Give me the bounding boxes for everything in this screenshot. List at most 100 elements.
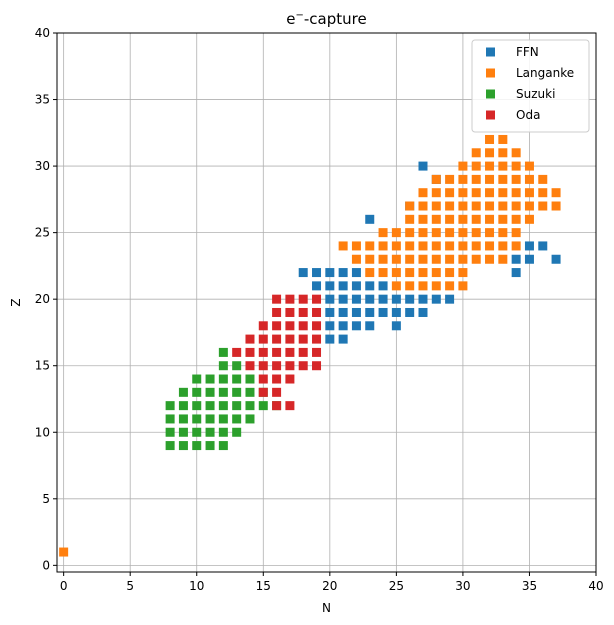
data-point — [418, 228, 428, 238]
data-point — [325, 307, 335, 317]
data-point — [312, 334, 322, 344]
data-point — [351, 321, 361, 331]
data-point — [405, 241, 415, 251]
data-point — [272, 294, 282, 304]
data-point — [192, 401, 202, 411]
x-tick-label: 30 — [455, 579, 470, 593]
data-point — [551, 254, 561, 264]
data-point — [205, 401, 215, 411]
data-point — [511, 254, 521, 264]
data-point — [498, 241, 508, 251]
data-point — [405, 268, 415, 278]
title-superscript: − — [296, 10, 304, 21]
y-tick-label: 40 — [35, 26, 50, 40]
data-point — [312, 361, 322, 371]
data-point — [391, 307, 401, 317]
legend-label: FFN — [516, 45, 539, 59]
data-point — [205, 441, 215, 451]
data-point — [538, 241, 548, 251]
data-point — [298, 307, 308, 317]
data-point — [418, 241, 428, 251]
data-point — [498, 134, 508, 144]
data-point — [418, 294, 428, 304]
data-point — [498, 188, 508, 198]
data-point — [431, 214, 441, 224]
data-point — [258, 347, 268, 357]
data-point — [351, 254, 361, 264]
y-tick-label: 30 — [35, 159, 50, 173]
data-point — [391, 241, 401, 251]
data-point — [458, 161, 468, 171]
legend-marker — [486, 110, 495, 120]
legend-marker — [486, 89, 495, 99]
data-point — [232, 401, 242, 411]
data-point — [391, 294, 401, 304]
data-point — [511, 201, 521, 211]
data-point — [445, 188, 455, 198]
data-point — [485, 174, 495, 184]
legend-box — [471, 39, 590, 133]
data-point — [192, 387, 202, 397]
data-point — [405, 294, 415, 304]
y-axis-ticks: 0 5 10 15 20 25 30 35 40 — [35, 26, 57, 572]
data-point — [325, 294, 335, 304]
data-point — [538, 174, 548, 184]
y-tick-label: 35 — [35, 93, 50, 107]
data-point — [298, 361, 308, 371]
data-point — [538, 201, 548, 211]
x-tick-label: 5 — [126, 579, 134, 593]
data-point — [524, 214, 534, 224]
data-point — [351, 268, 361, 278]
data-point — [538, 188, 548, 198]
data-point — [445, 268, 455, 278]
y-tick-label: 5 — [42, 492, 50, 506]
series-langanke — [59, 134, 561, 557]
data-point — [285, 401, 295, 411]
data-point — [485, 254, 495, 264]
data-point — [218, 441, 228, 451]
data-point — [272, 334, 282, 344]
data-point — [298, 347, 308, 357]
data-point — [338, 281, 348, 291]
data-point — [258, 321, 268, 331]
data-point — [431, 268, 441, 278]
data-point — [312, 347, 322, 357]
data-point — [458, 268, 468, 278]
data-point — [431, 201, 441, 211]
data-point — [285, 361, 295, 371]
x-tick-label: 40 — [588, 579, 603, 593]
data-point — [471, 214, 481, 224]
data-point — [378, 241, 388, 251]
title-base: e — [286, 10, 295, 28]
data-point — [498, 174, 508, 184]
data-point — [165, 414, 175, 424]
data-points — [59, 134, 561, 557]
legend-label: Suzuki — [516, 87, 555, 101]
data-point — [445, 254, 455, 264]
data-point — [338, 241, 348, 251]
data-point — [458, 214, 468, 224]
data-point — [178, 414, 188, 424]
data-point — [418, 214, 428, 224]
data-point — [431, 281, 441, 291]
axes-frame — [56, 32, 597, 573]
legend: FFN Langanke Suzuki Oda — [471, 39, 590, 133]
data-point — [205, 427, 215, 437]
data-point — [511, 214, 521, 224]
data-point — [205, 414, 215, 424]
data-point — [178, 427, 188, 437]
data-point — [178, 387, 188, 397]
data-point — [218, 374, 228, 384]
data-point — [298, 268, 308, 278]
data-point — [258, 361, 268, 371]
x-tick-label: 35 — [522, 579, 537, 593]
data-point — [232, 361, 242, 371]
data-point — [551, 188, 561, 198]
data-point — [458, 188, 468, 198]
data-point — [551, 201, 561, 211]
data-point — [431, 188, 441, 198]
data-point — [245, 334, 255, 344]
data-point — [378, 281, 388, 291]
data-point — [285, 294, 295, 304]
data-point — [365, 241, 375, 251]
